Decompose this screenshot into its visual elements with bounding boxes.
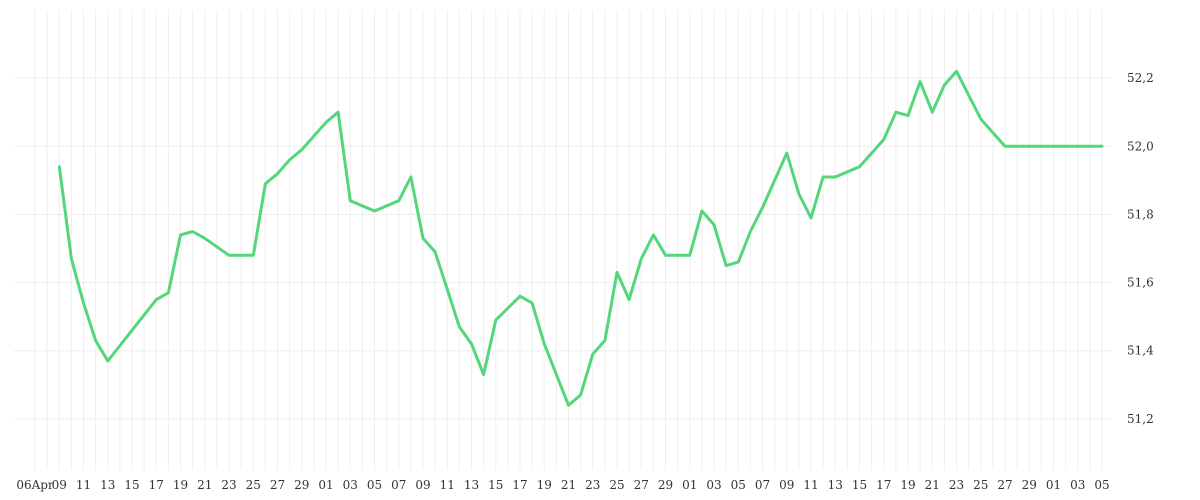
x-tick-label: 11 [76,478,91,492]
x-tick-label: 09 [52,478,67,492]
x-tick-label: 11 [803,478,818,492]
x-tick-label: 23 [585,478,600,492]
x-tick-label: 27 [997,478,1012,492]
x-tick-label: 01 [682,478,697,492]
x-tick-label: 19 [173,478,188,492]
x-tick-label: 03 [343,478,358,492]
x-tick-label: 27 [270,478,285,492]
x-tick-label: 17 [512,478,527,492]
x-tick-label: 13 [100,478,115,492]
x-tick-label: 29 [658,478,673,492]
x-tick-label: 07 [391,478,406,492]
x-tick-label: 06Apr [16,478,54,492]
x-tick-label: 21 [925,478,940,492]
x-tick-label: 29 [1022,478,1037,492]
y-tick-label: 51,2 [1127,412,1154,426]
x-tick-label: 09 [415,478,430,492]
x-tick-label: 15 [852,478,867,492]
y-tick-label: 51,6 [1127,276,1154,290]
x-tick-label: 13 [464,478,479,492]
x-tick-label: 01 [1046,478,1061,492]
x-tick-label: 23 [949,478,964,492]
x-tick-label: 21 [561,478,576,492]
x-tick-label: 11 [440,478,455,492]
x-tick-label: 05 [1094,478,1109,492]
x-tick-label: 13 [828,478,843,492]
x-tick-label: 23 [221,478,236,492]
x-tick-label: 19 [900,478,915,492]
x-tick-label: 27 [634,478,649,492]
x-tick-label: 21 [197,478,212,492]
x-tick-label: 01 [318,478,333,492]
x-tick-label: 05 [731,478,746,492]
series-line [57,69,1104,407]
x-tick-label: 15 [488,478,503,492]
y-axis-ticks: 51,2 51,4 51,6 51,8 52,0 52,2 [1127,71,1154,426]
x-tick-label: 15 [124,478,139,492]
x-tick-label: 17 [876,478,891,492]
y-tick-label: 52,2 [1127,71,1154,85]
x-tick-label: 29 [294,478,309,492]
x-tick-label: 05 [367,478,382,492]
x-tick-label: 25 [609,478,624,492]
x-tick-label: 17 [149,478,164,492]
x-tick-label: 09 [779,478,794,492]
y-tick-label: 51,4 [1127,344,1154,358]
x-tick-label: 25 [973,478,988,492]
x-tick-label: 25 [246,478,261,492]
y-tick-label: 51,8 [1127,207,1154,221]
y-tick-label: 52,0 [1127,139,1154,153]
x-tick-label: 07 [755,478,770,492]
x-tick-label: 19 [537,478,552,492]
x-tick-label: 03 [1070,478,1085,492]
x-tick-label: 03 [706,478,721,492]
series-layer [57,69,1104,407]
